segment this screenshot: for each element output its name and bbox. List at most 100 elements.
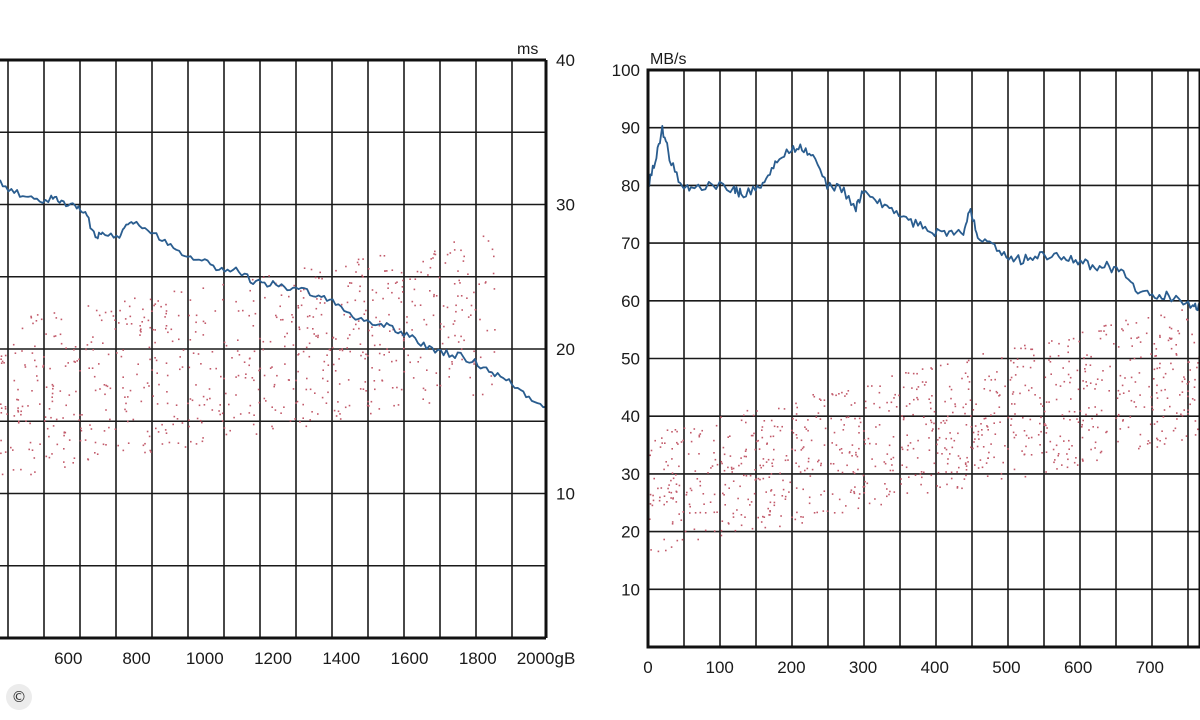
- chart-1-scatter-point: [713, 493, 716, 496]
- chart-0-scatter-point: [238, 354, 241, 356]
- chart-1-scatter-point: [1170, 337, 1173, 340]
- chart-1-scatter-point: [957, 432, 959, 435]
- chart-0-scatter-point: [180, 291, 183, 293]
- chart-0-scatter-point: [317, 336, 319, 339]
- chart-0-scatter-point: [48, 456, 51, 459]
- chart-1-y-tick-label: 30: [621, 465, 640, 484]
- chart-1-scatter-point: [693, 428, 696, 430]
- chart-0-scatter-point: [114, 428, 117, 430]
- chart-1-scatter-point: [795, 402, 797, 405]
- chart-1-scatter-point: [740, 457, 742, 459]
- chart-1-scatter-point: [798, 465, 800, 468]
- chart-1-scatter-point: [795, 487, 798, 489]
- chart-0-scatter-point: [292, 388, 295, 390]
- chart-1-scatter-point: [931, 430, 933, 432]
- chart-0-scatter-point: [485, 281, 487, 283]
- chart-1-scatter-point: [1066, 466, 1069, 469]
- chart-0-scatter-point: [297, 370, 299, 373]
- chart-1-scatter-point: [1014, 374, 1017, 376]
- chart-0-scatter-point: [326, 354, 328, 356]
- chart-0-scatter-point: [273, 383, 276, 386]
- chart-1-scatter-point: [1156, 437, 1158, 440]
- chart-1-scatter-point: [1168, 337, 1171, 339]
- chart-0-scatter-point: [455, 304, 457, 307]
- chart-0-scatter-point: [346, 301, 349, 304]
- chart-0-scatter-point: [20, 413, 22, 416]
- chart-1-scatter-point: [890, 458, 892, 460]
- chart-1-scatter-point: [693, 528, 696, 531]
- chart-1-line-series: [647, 125, 1200, 312]
- chart-1-scatter-point: [1069, 381, 1071, 384]
- chart-1-scatter-point: [800, 439, 803, 442]
- chart-0-scatter-point: [199, 419, 202, 422]
- chart-0-scatter-point: [264, 296, 266, 299]
- chart-1-scatter-point: [1073, 461, 1076, 464]
- chart-0-scatter-point: [29, 441, 32, 444]
- chart-0-scatter-point: [467, 273, 469, 275]
- chart-1-scatter-point: [942, 420, 945, 422]
- chart-0-scatter-point: [17, 422, 20, 424]
- chart-0-scatter-point: [472, 394, 475, 396]
- chart-0-scatter-point: [490, 375, 493, 377]
- chart-1-scatter-point: [715, 424, 718, 427]
- chart-0-scatter-point: [420, 271, 422, 274]
- chart-0-scatter-point: [371, 367, 373, 369]
- chart-1-scatter-point: [780, 515, 782, 517]
- chart-1-scatter-point: [768, 476, 771, 478]
- chart-0-scatter-point: [63, 434, 65, 437]
- chart-0-scatter-point: [286, 332, 288, 335]
- chart-1-scatter-point: [1172, 429, 1175, 432]
- chart-0-scatter-point: [24, 364, 26, 366]
- chart-0-scatter-point: [127, 442, 130, 444]
- chart-1-scatter-point: [1089, 364, 1092, 366]
- chart-1-scatter-point: [709, 501, 712, 503]
- chart-0-scatter-point: [25, 420, 27, 422]
- chart-0-scatter-point: [443, 325, 445, 328]
- chart-0-scatter-point: [173, 415, 176, 418]
- chart-1-scatter-point: [796, 511, 798, 514]
- chart-1-scatter-point: [807, 460, 810, 463]
- chart-0-scatter-point: [166, 402, 169, 405]
- chart-1-scatter-point: [1149, 442, 1151, 444]
- chart-0-scatter-point: [94, 441, 97, 444]
- chart-1-scatter-point: [972, 431, 975, 434]
- chart-1-scatter-point: [651, 504, 654, 507]
- chart-0-scatter-point: [355, 323, 357, 326]
- chart-0-scatter-point: [364, 381, 367, 383]
- chart-1-scatter-point: [771, 465, 774, 467]
- chart-1-scatter-point: [806, 467, 809, 470]
- chart-0-scatter-point: [21, 350, 23, 352]
- chart-0-scatter-point: [81, 414, 83, 416]
- chart-1-scatter-point: [1187, 361, 1190, 363]
- chart-1-scatter-point: [1105, 324, 1107, 327]
- chart-0-scatter-point: [461, 309, 463, 311]
- chart-0-scatter-point: [446, 306, 449, 309]
- chart-1-scatter-point: [1140, 356, 1142, 359]
- chart-1-scatter-point: [1039, 422, 1041, 425]
- chart-1-scatter-point: [874, 465, 877, 468]
- chart-0-scatter-point: [442, 305, 445, 307]
- chart-1-scatter-point: [757, 477, 760, 480]
- chart-0-scatter-point: [373, 380, 376, 382]
- chart-0-scatter-point: [365, 390, 367, 392]
- chart-1-scatter-point: [750, 434, 753, 437]
- chart-1-scatter-point: [1159, 334, 1161, 337]
- chart-1-scatter-point: [905, 466, 908, 469]
- chart-0-scatter-point: [244, 377, 247, 379]
- chart-0-scatter-point: [322, 377, 324, 380]
- chart-0-scatter-point: [332, 363, 335, 366]
- chart-0-scatter-point: [17, 409, 19, 412]
- chart-1-scatter-point: [981, 434, 983, 436]
- chart-0-scatter-point: [49, 367, 51, 370]
- chart-1-scatter-point: [823, 405, 826, 407]
- chart-1-scatter-point: [675, 501, 678, 503]
- chart-1-scatter-point: [1022, 365, 1025, 368]
- chart-0-scatter-point: [470, 304, 473, 307]
- chart-0-scatter-point: [367, 268, 370, 270]
- chart-1-scatter-point: [862, 474, 865, 477]
- chart-0-scatter-point: [13, 379, 16, 382]
- chart-1-scatter-point: [699, 480, 701, 483]
- chart-0-scatter-point: [339, 349, 341, 351]
- chart-0-scatter-point: [225, 433, 228, 436]
- chart-1-scatter-point: [844, 395, 846, 397]
